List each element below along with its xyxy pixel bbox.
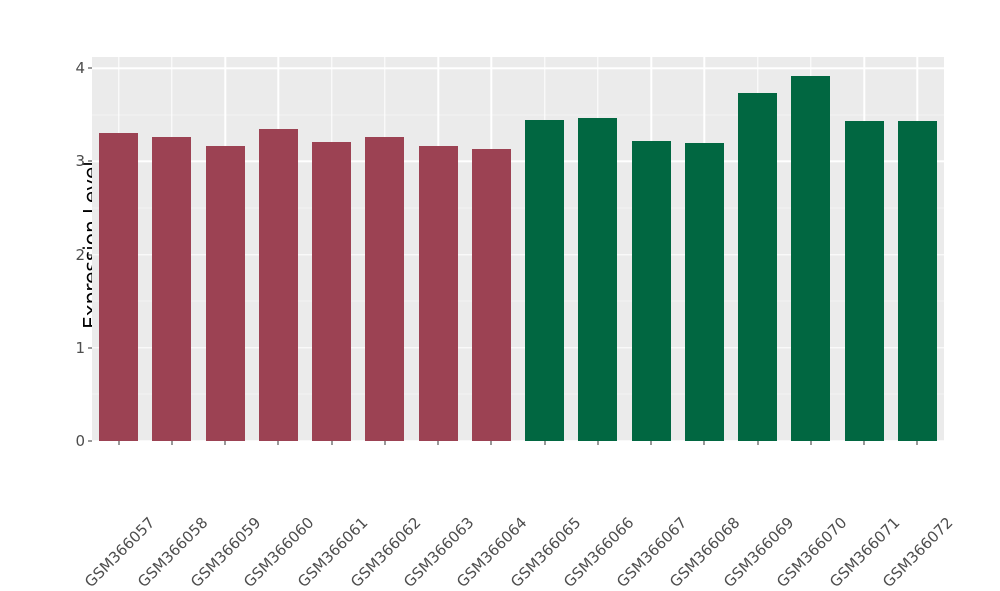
bar-GSM366071[interactable]	[844, 121, 884, 441]
bar-GSM366058[interactable]	[152, 137, 192, 441]
bar-GSM366072[interactable]	[897, 121, 937, 441]
bar-GSM366062[interactable]	[365, 137, 405, 441]
y-tick-mark	[88, 440, 92, 442]
gridline-major	[92, 67, 944, 69]
gridline-major	[92, 160, 944, 163]
y-tick-mark	[88, 254, 92, 256]
gridline-minor	[92, 207, 944, 209]
gridline-minor	[92, 114, 944, 116]
x-tick-mark	[703, 441, 705, 445]
bar-GSM366060[interactable]	[258, 128, 298, 441]
x-axis-tick-labels: GSM366057 GSM366058 GSM366059 GSM366060 GSM3…	[81, 449, 957, 591]
x-axis-tick-marks	[92, 441, 944, 446]
y-axis-tick-marks	[87, 0, 92, 580]
bar-GSM366066[interactable]	[578, 117, 618, 441]
y-tick-mark	[88, 67, 92, 69]
x-tick-mark	[757, 441, 759, 445]
bar-GSM366065[interactable]	[525, 120, 565, 441]
x-tick-mark	[863, 441, 865, 445]
bar-GSM366057[interactable]	[99, 132, 139, 441]
bar-GSM366067[interactable]	[631, 140, 671, 441]
gridline-minor	[92, 300, 944, 302]
gridline-major	[92, 347, 944, 349]
bar-GSM366069[interactable]	[738, 93, 778, 441]
x-tick-mark	[597, 441, 599, 445]
y-tick-label: 4	[75, 59, 85, 78]
y-tick-label: 3	[75, 152, 85, 171]
x-tick-mark	[490, 441, 492, 445]
bar-GSM366061[interactable]	[312, 141, 352, 441]
bar-GSM366068[interactable]	[684, 142, 724, 441]
bar-GSM366059[interactable]	[205, 146, 245, 441]
x-tick-mark	[916, 441, 918, 445]
x-tick-mark	[171, 441, 173, 445]
x-tick-mark	[331, 441, 333, 445]
gridline-major	[92, 440, 944, 441]
y-tick-label: 2	[75, 245, 85, 264]
y-tick-mark	[88, 347, 92, 349]
x-tick-mark	[384, 441, 386, 445]
x-tick-mark	[650, 441, 652, 445]
gridline-minor	[92, 393, 944, 395]
x-tick-mark	[118, 441, 120, 445]
bar-GSM366070[interactable]	[791, 75, 831, 441]
gridline-major	[92, 253, 944, 256]
bar-GSM366064[interactable]	[471, 149, 511, 441]
x-tick-mark	[810, 441, 812, 445]
y-tick-label: 1	[75, 338, 85, 357]
plot-panel	[92, 57, 944, 441]
x-tick-mark	[277, 441, 279, 445]
y-tick-label: 0	[75, 432, 85, 450]
x-tick-mark	[544, 441, 546, 445]
x-tick-mark	[224, 441, 226, 445]
y-tick-mark	[88, 160, 92, 162]
y-axis-tick-labels: 0 1 2 3 4	[72, 0, 85, 580]
x-tick-mark	[437, 441, 439, 445]
bar-GSM366063[interactable]	[418, 146, 458, 441]
